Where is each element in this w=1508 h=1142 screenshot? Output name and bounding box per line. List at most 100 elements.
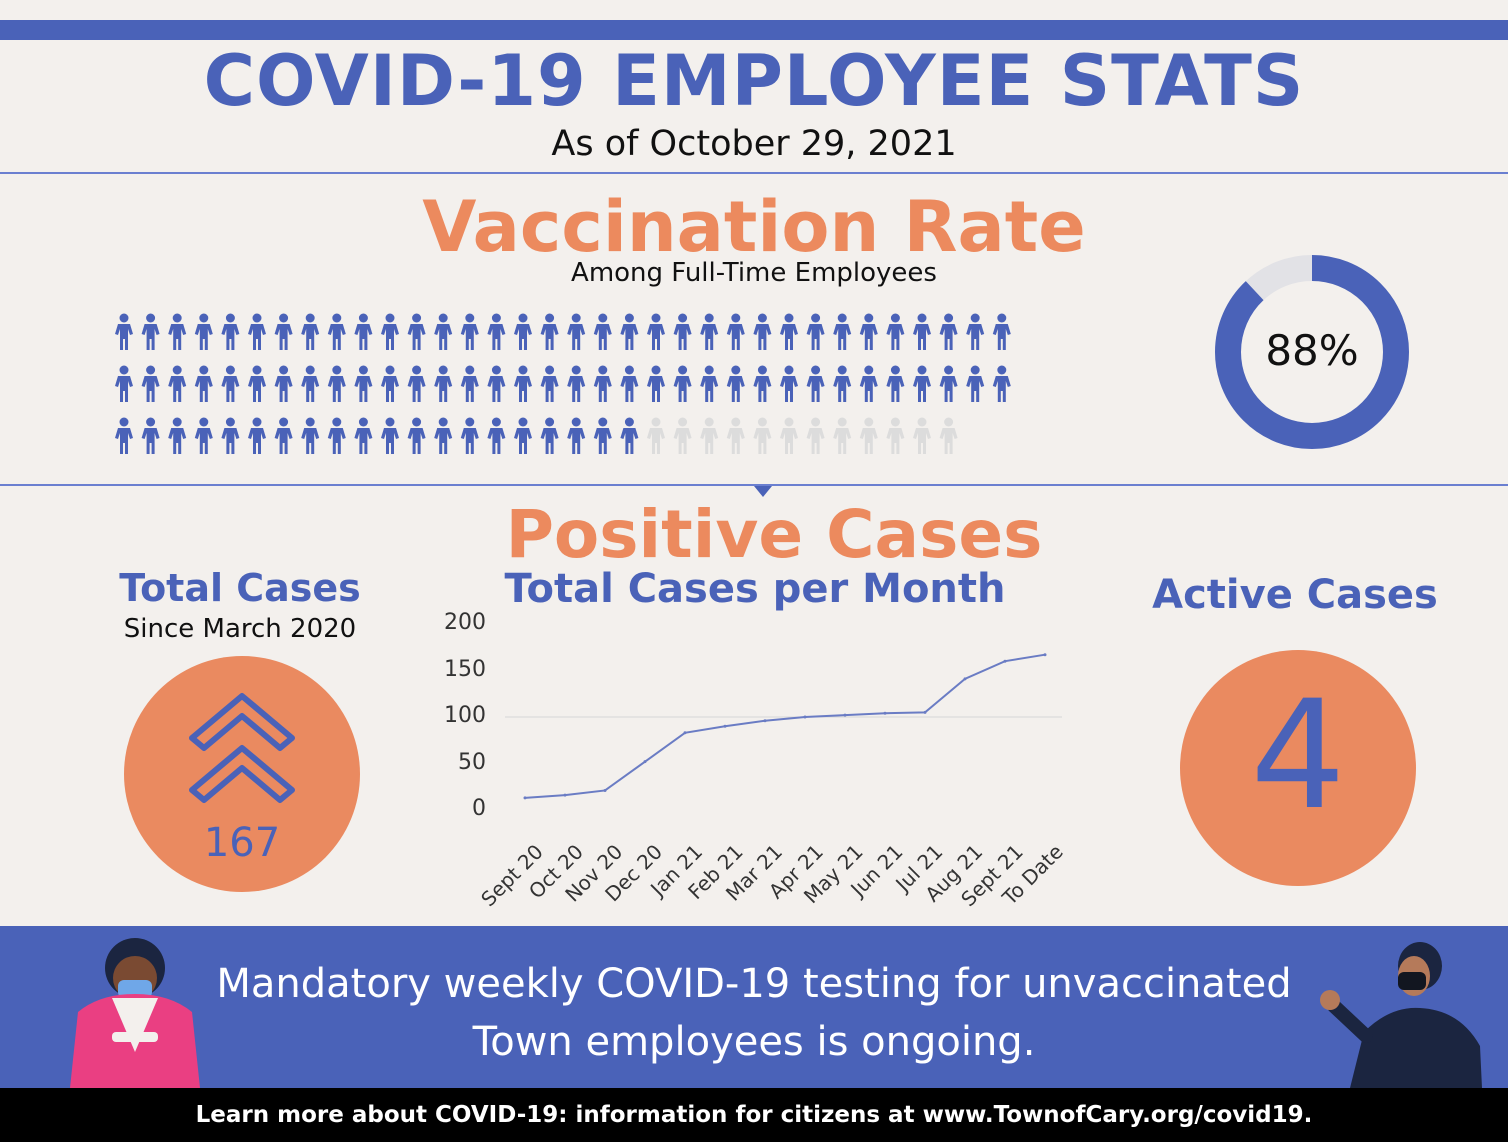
positive-cases-title: Positive Cases [505, 496, 1043, 573]
data-point [1003, 659, 1007, 663]
total-cases-value: 167 [203, 820, 281, 866]
person-icon [274, 365, 293, 402]
person-icon [913, 417, 931, 454]
person-icon [859, 365, 878, 402]
divider [0, 484, 1508, 486]
person-icon [939, 313, 958, 350]
person-icon [806, 365, 825, 402]
person-icon [381, 365, 399, 402]
person-icon [221, 365, 240, 402]
person-icon [487, 365, 506, 402]
person-icon [407, 365, 426, 402]
person-icon [248, 313, 266, 350]
person-icon [274, 417, 293, 454]
person-icon [673, 365, 692, 402]
data-point [803, 715, 807, 719]
data-point [603, 788, 607, 792]
monthly-cases-title: Total Cases per Month [504, 566, 1006, 612]
person-icon [194, 417, 213, 454]
person-icon [434, 365, 453, 402]
person-icon [700, 313, 719, 350]
person-icon [514, 417, 532, 454]
person-icon [248, 417, 266, 454]
person-icon [567, 313, 586, 350]
person-icon [327, 313, 346, 350]
person-icon [620, 417, 639, 454]
person-icon [647, 365, 665, 402]
y-tick-label: 200 [444, 610, 486, 635]
person-icon [540, 313, 559, 350]
person-icon [913, 313, 931, 350]
y-tick-label: 50 [458, 749, 486, 775]
person-icon [514, 365, 532, 402]
testing-banner [0, 926, 1508, 1088]
person-icon [434, 313, 453, 350]
person-icon [168, 313, 187, 350]
person-icon [141, 365, 160, 402]
person-icon [434, 417, 453, 454]
person-icon [115, 417, 133, 454]
person-icon [939, 365, 958, 402]
person-icon [115, 365, 133, 402]
person-icon [221, 417, 240, 454]
person-icon [301, 313, 320, 350]
person-icon [301, 417, 320, 454]
person-icon [753, 365, 772, 402]
person-icon [194, 313, 213, 350]
person-icon [327, 417, 346, 454]
person-icon [115, 313, 133, 350]
testing-message-line: Town employees is ongoing. [472, 1019, 1036, 1065]
person-icon [327, 365, 346, 402]
data-point [563, 793, 567, 797]
people-pictograph [115, 313, 1011, 454]
person-icon [700, 417, 719, 454]
data-point [883, 711, 887, 715]
person-icon [886, 313, 905, 350]
y-tick-label: 0 [472, 796, 486, 821]
person-icon [141, 417, 160, 454]
person-icon [992, 313, 1011, 350]
double-chevron-up-icon [189, 693, 295, 803]
person-icon [913, 365, 931, 402]
vaccination-subtitle: Among Full-Time Employees [571, 258, 937, 288]
person-icon [620, 365, 639, 402]
person-icon [460, 365, 479, 402]
person-icon [700, 365, 719, 402]
vaccination-donut [1215, 255, 1409, 449]
data-point [923, 710, 927, 714]
data-point [683, 731, 687, 735]
active-cases-circle [1180, 650, 1416, 886]
person-icon [487, 313, 506, 350]
person-icon [381, 313, 399, 350]
section-pointer [754, 486, 772, 497]
donut-fill [1215, 255, 1409, 449]
person-icon [886, 417, 905, 454]
total-cases-title: Total Cases [119, 566, 361, 610]
waving-man-illustration [1320, 942, 1482, 1088]
person-icon [806, 417, 825, 454]
vaccination-rate-label: 88% [1265, 326, 1359, 375]
vaccination-title: Vaccination Rate [422, 186, 1086, 268]
person-icon [966, 365, 985, 402]
data-point [963, 677, 967, 681]
person-icon [593, 313, 612, 350]
person-icon [141, 313, 160, 350]
person-icon [540, 417, 559, 454]
data-point [643, 760, 647, 764]
person-icon [460, 417, 479, 454]
person-icon [859, 417, 878, 454]
person-icon [753, 313, 772, 350]
person-icon [354, 365, 373, 402]
person-icon [647, 417, 665, 454]
person-icon [726, 313, 745, 350]
person-icon [168, 417, 187, 454]
data-point [523, 796, 527, 800]
active-cases-title: Active Cases [1152, 572, 1438, 618]
top-accent-bar [0, 20, 1508, 40]
divider [0, 172, 1508, 174]
person-icon [780, 365, 798, 402]
total-cases-subtitle: Since March 2020 [123, 614, 357, 644]
person-icon [992, 365, 1011, 402]
